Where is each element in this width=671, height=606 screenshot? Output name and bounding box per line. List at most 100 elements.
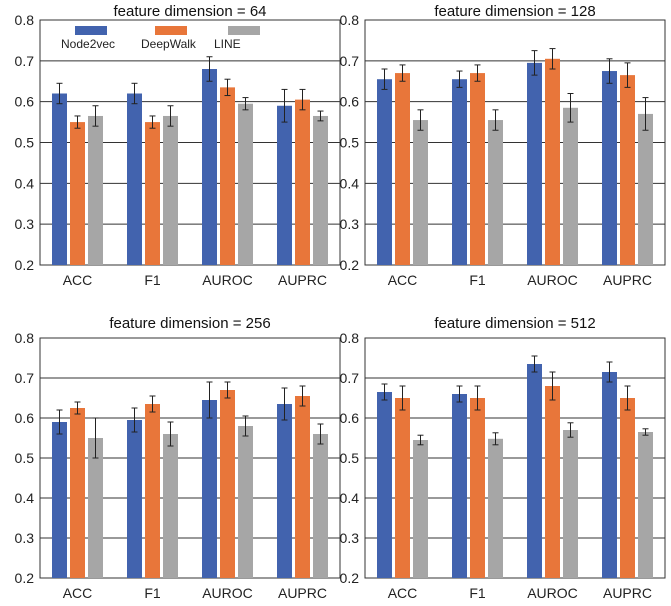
bar: [488, 120, 503, 266]
y-tick-label: 0.5: [340, 450, 360, 466]
bar: [145, 404, 160, 578]
y-tick-label: 0.8: [15, 12, 35, 28]
chart-panel-dim-256: feature dimension = 256 0.2 0.3 0.4 0.5 0.6 0…: [15, 315, 341, 601]
y-tick-label: 0.7: [340, 370, 360, 386]
plot-frame: [364, 337, 666, 579]
y-tick-label: 0.8: [15, 330, 35, 346]
bar: [277, 105, 292, 265]
x-category-label: F1: [469, 272, 486, 288]
legend-swatch: [75, 26, 107, 35]
bar: [202, 400, 217, 578]
y-tick-label: 0.2: [15, 570, 35, 586]
bar: [638, 432, 653, 578]
x-category-label: F1: [144, 272, 161, 288]
bar: [527, 364, 542, 578]
bar: [545, 386, 560, 578]
y-tick-label: 0.6: [340, 410, 360, 426]
bar: [277, 404, 292, 578]
bar: [88, 115, 103, 265]
bar: [238, 103, 253, 265]
bar: [563, 107, 578, 266]
bar: [295, 396, 310, 578]
bar: [413, 440, 428, 578]
panel-title: feature dimension = 64: [113, 3, 266, 20]
legend-label: Node2vec: [61, 37, 115, 51]
y-tick-label: 0.7: [340, 53, 360, 69]
bar: [52, 93, 67, 265]
bar: [470, 73, 485, 265]
bar: [488, 438, 503, 578]
bar: [452, 394, 467, 578]
bar: [602, 71, 617, 266]
bar: [413, 120, 428, 266]
bar: [470, 398, 485, 578]
bar: [527, 62, 542, 265]
bar: [295, 99, 310, 265]
bar: [313, 434, 328, 578]
bar: [638, 113, 653, 266]
bar: [52, 422, 67, 578]
x-category-label: AUPRC: [603, 272, 652, 288]
bar: [620, 398, 635, 578]
legend-swatch: [155, 26, 187, 35]
y-tick-label: 0.2: [15, 257, 35, 273]
panel-title: feature dimension = 128: [434, 3, 595, 20]
x-category-label: AUPRC: [278, 272, 327, 288]
bar: [70, 122, 85, 265]
legend-label: LINE: [214, 37, 241, 51]
y-tick-label: 0.3: [15, 530, 35, 546]
bar: [563, 430, 578, 578]
x-category-label: AUROC: [202, 272, 253, 288]
panel-title: feature dimension = 256: [109, 315, 270, 332]
y-tick-label: 0.4: [15, 175, 35, 191]
bar: [163, 434, 178, 578]
y-tick-label: 0.6: [15, 94, 35, 110]
x-category-label: ACC: [63, 585, 93, 601]
bar: [202, 69, 217, 265]
y-tick-label: 0.2: [340, 570, 360, 586]
x-category-label: F1: [469, 585, 486, 601]
y-tick-label: 0.7: [15, 53, 35, 69]
legend-swatch: [228, 26, 260, 35]
bar: [145, 122, 160, 265]
chart-panel-dim-128: feature dimension = 128 0.2 0.3 0.4 0.5 0.6 0…: [340, 3, 666, 288]
bar: [452, 79, 467, 265]
x-category-label: F1: [144, 585, 161, 601]
bar: [377, 392, 392, 578]
plot-frame: [364, 19, 666, 266]
x-category-label: AUPRC: [278, 585, 327, 601]
x-category-label: AUROC: [202, 585, 253, 601]
bar: [377, 79, 392, 265]
y-tick-label: 0.5: [15, 450, 35, 466]
y-tick-label: 0.3: [15, 216, 35, 232]
y-tick-label: 0.4: [340, 175, 360, 191]
bar: [88, 438, 103, 578]
chart-panel-dim-64: feature dimension = 64 0.2 0.3 0.4 0.5 0.6 0.…: [15, 3, 341, 288]
bar: [220, 390, 235, 578]
y-tick-label: 0.5: [15, 135, 35, 151]
x-category-label: ACC: [388, 585, 418, 601]
panel-title: feature dimension = 512: [434, 315, 595, 332]
y-tick-label: 0.4: [340, 490, 360, 506]
x-category-label: AUPRC: [603, 585, 652, 601]
bar: [238, 426, 253, 578]
plot-frame: [39, 19, 341, 266]
plot-frame: [39, 337, 341, 579]
bar: [620, 75, 635, 265]
bar: [70, 408, 85, 578]
bar: [602, 372, 617, 578]
y-tick-label: 0.2: [340, 257, 360, 273]
y-tick-label: 0.6: [340, 94, 360, 110]
x-category-label: AUROC: [527, 585, 578, 601]
x-category-label: ACC: [388, 272, 418, 288]
y-tick-label: 0.8: [340, 330, 360, 346]
y-tick-label: 0.7: [15, 370, 35, 386]
bar: [220, 87, 235, 265]
y-tick-label: 0.3: [340, 216, 360, 232]
bar: [395, 73, 410, 265]
y-tick-label: 0.6: [15, 410, 35, 426]
x-category-label: AUROC: [527, 272, 578, 288]
y-tick-label: 0.5: [340, 135, 360, 151]
bar: [545, 58, 560, 265]
